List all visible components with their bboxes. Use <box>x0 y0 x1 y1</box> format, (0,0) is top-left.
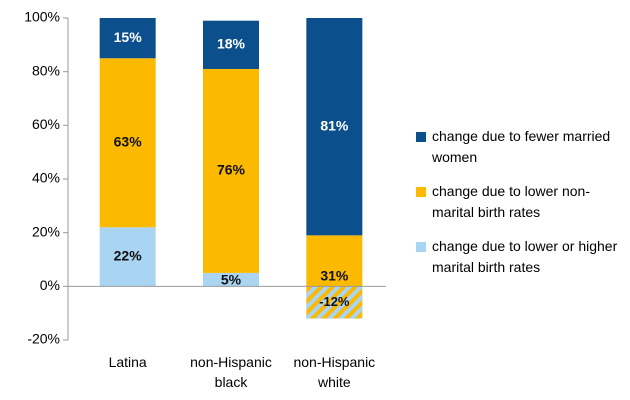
value-label: 81% <box>320 117 349 133</box>
value-label: 22% <box>114 248 143 264</box>
y-tick-label: 60% <box>32 116 60 132</box>
legend-swatch <box>416 132 426 142</box>
bar-segment <box>99 58 156 228</box>
x-tick-label: non-Hispanic white <box>293 354 376 390</box>
y-tick-label: 0% <box>40 277 60 293</box>
bar-segment <box>99 227 156 287</box>
legend-label: change due to lower or higher marital bi… <box>432 238 618 275</box>
legend-label: change due to fewer married women <box>432 128 611 165</box>
y-tick-label: 80% <box>32 62 60 78</box>
value-label: 31% <box>320 268 349 284</box>
legend-swatch <box>416 187 426 197</box>
y-tick-label: 40% <box>32 170 60 186</box>
x-tick-label: non-Hispanic black <box>190 354 272 390</box>
legend-swatch <box>416 242 426 252</box>
bar-segment <box>203 272 259 287</box>
y-tick-label: 20% <box>32 223 60 239</box>
bar-segment <box>306 18 363 236</box>
legend-label: change due to lower non-marital birth ra… <box>432 183 590 220</box>
y-tick-label: 100% <box>24 9 60 25</box>
bar-segment <box>99 18 156 59</box>
bar-segment <box>203 20 259 69</box>
x-tick-label: Latina <box>108 354 147 370</box>
value-label: 63% <box>114 133 143 149</box>
bar-segment <box>306 286 363 319</box>
value-label: 15% <box>114 29 143 45</box>
bar-segment <box>203 68 259 273</box>
value-label: 76% <box>217 162 246 178</box>
value-label: -12% <box>319 294 350 309</box>
value-label: 5% <box>221 271 242 287</box>
y-tick-label: -20% <box>27 331 60 347</box>
value-label: 18% <box>217 36 246 52</box>
